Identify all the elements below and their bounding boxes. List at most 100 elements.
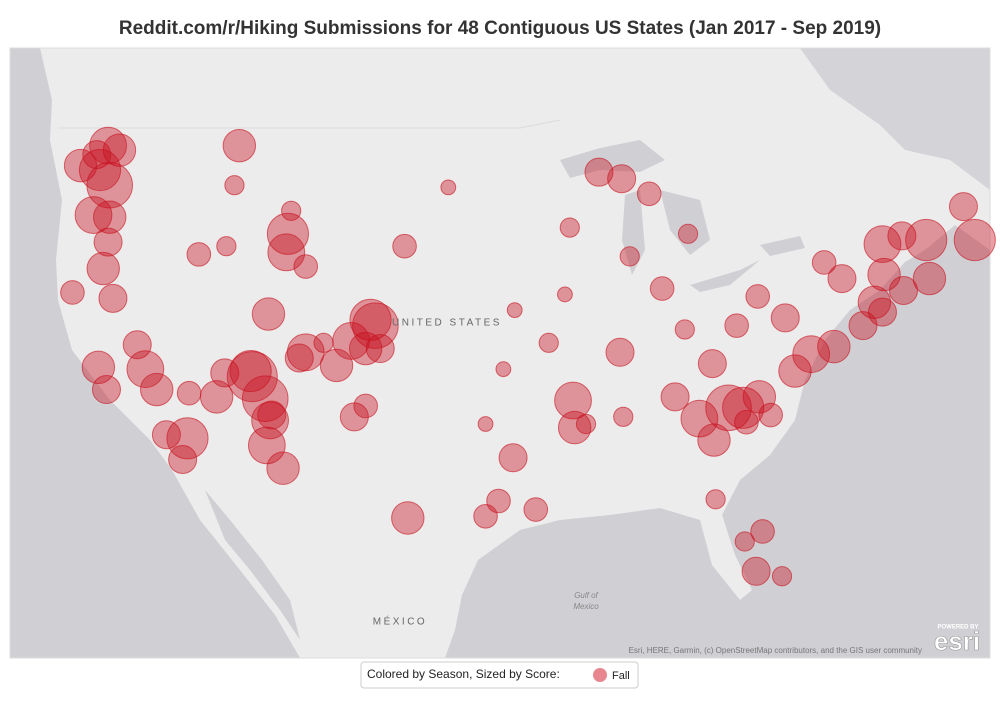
submission-point (734, 409, 759, 435)
legend-text: Colored by Season, Sized by Score: (367, 667, 560, 681)
submission-point (86, 251, 120, 286)
submission-point (770, 303, 800, 333)
logo: esri (934, 626, 980, 656)
lake-superior (560, 140, 665, 178)
submission-point (607, 164, 637, 194)
submission-point (660, 382, 690, 412)
submission-point (440, 179, 457, 196)
submission-point (705, 489, 726, 510)
submission-point (953, 218, 996, 262)
submission-point (199, 380, 234, 414)
submission-point (186, 242, 212, 267)
submission-point (60, 280, 85, 305)
lake-ontario (760, 236, 805, 256)
submission-point (477, 416, 494, 432)
submission-point (319, 348, 354, 383)
submission-point (91, 375, 121, 405)
submission-point (538, 332, 559, 353)
sea-label: Mexico (573, 602, 599, 611)
submission-point (905, 218, 948, 262)
submission-point (758, 402, 783, 428)
submission-point (559, 217, 580, 238)
submission-point (224, 175, 245, 196)
map-frame (9, 47, 991, 659)
legend-swatch (593, 668, 607, 682)
submission-point (210, 358, 240, 388)
submission-point (677, 223, 699, 244)
submission-point (745, 284, 771, 309)
submission-point (63, 148, 98, 183)
submission-point (352, 302, 399, 349)
submission-point (266, 451, 300, 485)
submission-point (557, 410, 592, 445)
submission-point (284, 343, 314, 373)
submission-point (857, 285, 892, 320)
submission-point (140, 372, 174, 407)
pacific-ocean (10, 48, 300, 658)
submission-point (495, 361, 512, 378)
border-line (58, 119, 561, 129)
legend-item: Fall (612, 670, 630, 682)
submission-point (93, 227, 123, 257)
lake-huron (660, 190, 710, 255)
submission-point (554, 381, 592, 420)
submission-point (827, 264, 857, 294)
submission-point (948, 192, 978, 222)
submission-point (365, 334, 395, 364)
submission-point (792, 335, 831, 374)
submission-point (353, 393, 378, 419)
submission-point (523, 497, 549, 522)
title: Reddit.com/r/Hiking Submissions for 48 C… (119, 18, 881, 39)
submission-point (674, 319, 695, 340)
submission-point (257, 400, 287, 430)
submission-point (734, 531, 755, 552)
submission-point (649, 276, 675, 301)
submission-point (889, 275, 919, 305)
submission-point (584, 157, 614, 187)
submission-point (168, 444, 198, 474)
submission-point (313, 332, 334, 353)
submission-point (817, 329, 851, 364)
northern-waters (800, 48, 990, 190)
country-label: UNITED STATES (392, 318, 502, 329)
submission-point (293, 254, 319, 279)
points (60, 126, 996, 587)
submission-point (705, 384, 752, 432)
submission-point (697, 349, 727, 379)
submission-point (229, 349, 272, 393)
submission-point (216, 236, 237, 257)
submission-point (741, 556, 771, 586)
submission-point (697, 423, 731, 457)
submission-point (126, 350, 165, 389)
submission-point (122, 330, 152, 360)
country-label: MÉXICO (373, 615, 427, 628)
submission-point (863, 225, 902, 264)
submission-point (771, 566, 793, 587)
submission-point (222, 128, 257, 163)
submission-point (349, 298, 392, 341)
submission-point (251, 401, 290, 440)
submission-point (498, 443, 528, 473)
submission-point (392, 233, 417, 259)
submission-point (247, 426, 286, 465)
submission-point (391, 501, 425, 535)
submission-point (176, 380, 202, 406)
submission-point (251, 297, 286, 331)
submission-point (722, 386, 765, 429)
submission-point (281, 200, 302, 221)
submission-point (486, 488, 511, 514)
submission-point (636, 181, 662, 207)
submission-point (93, 200, 127, 234)
submission-point (348, 331, 383, 366)
submission-point (86, 161, 134, 209)
submission-point (619, 246, 640, 267)
submission-point (778, 354, 812, 388)
submission-point (506, 302, 523, 319)
attribution: Esri, HERE, Garmin, (c) OpenStreetMap co… (629, 646, 922, 655)
submission-point (102, 133, 137, 167)
legend-box (360, 661, 639, 689)
submission-point (680, 399, 719, 438)
submission-point (241, 375, 289, 422)
submission-point (724, 313, 749, 338)
